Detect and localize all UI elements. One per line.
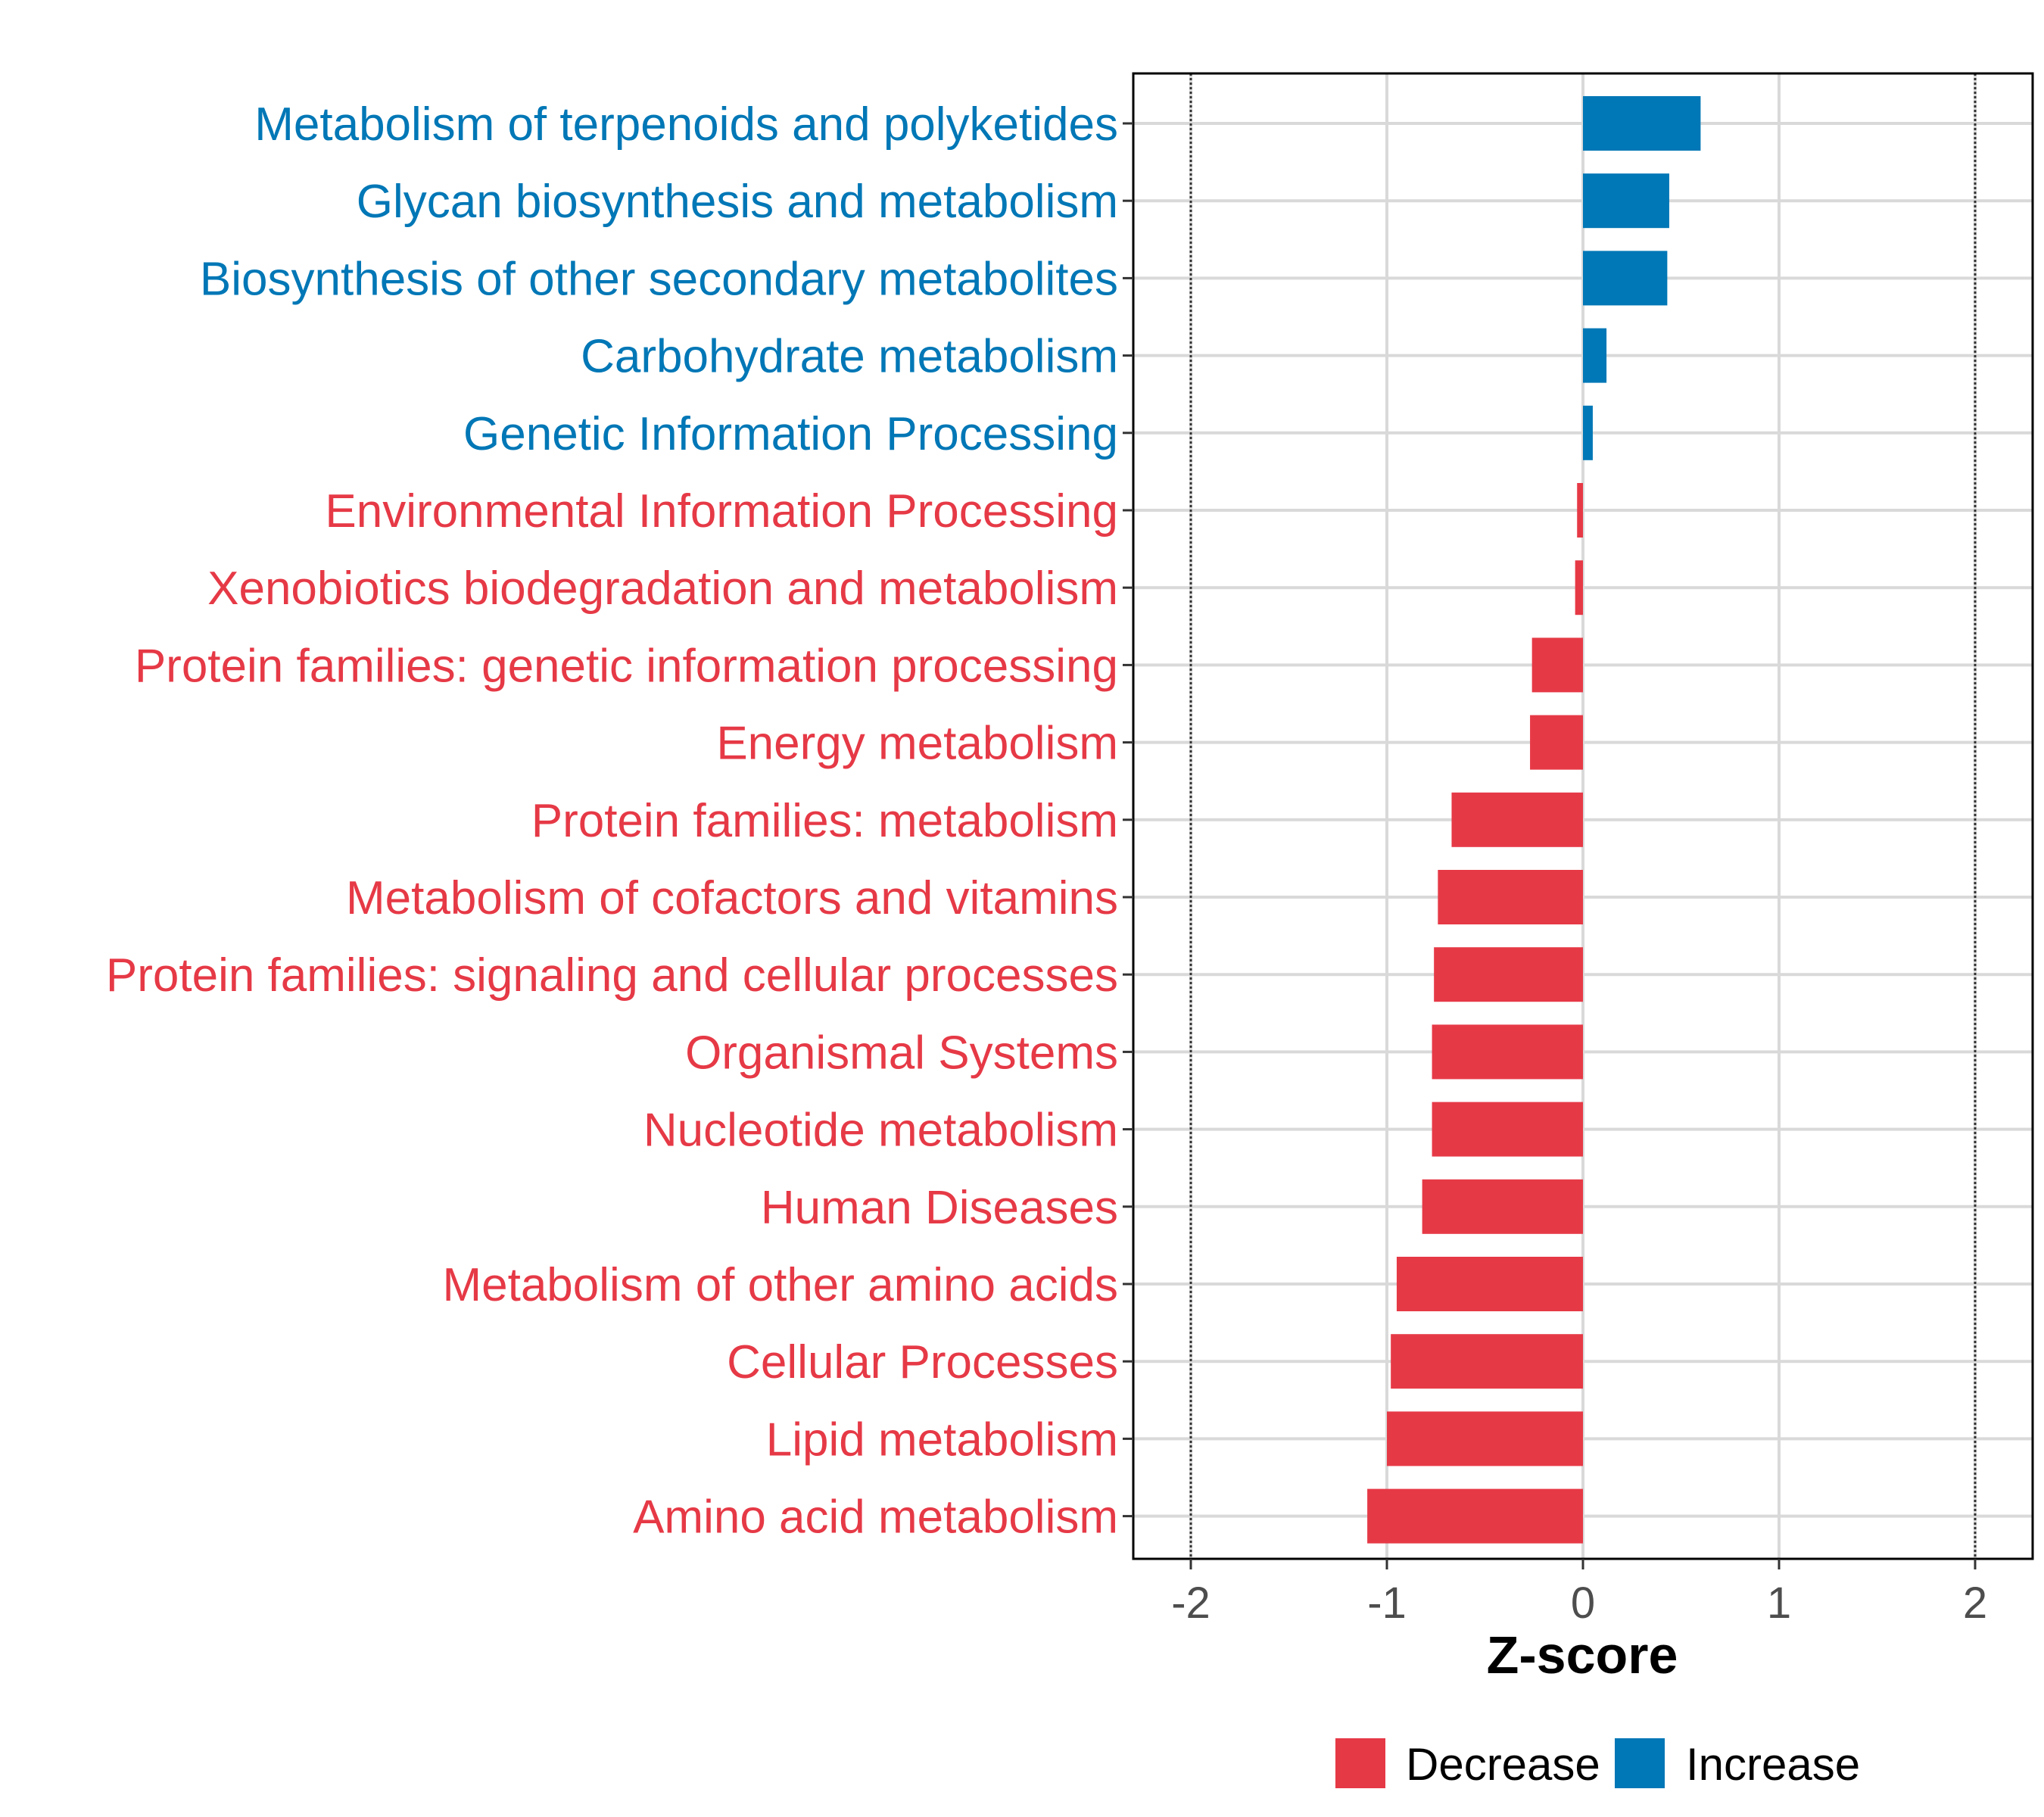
x-tick-label: 2 <box>1963 1579 1987 1628</box>
category-label: Nucleotide metabolism <box>643 1105 1118 1157</box>
x-tick-label: -2 <box>1171 1579 1211 1628</box>
category-label: Organismal Systems <box>685 1027 1118 1079</box>
legend-label-decrease: Decrease <box>1406 1739 1600 1790</box>
bar <box>1530 715 1583 770</box>
category-label: Energy metabolism <box>716 718 1118 770</box>
x-axis-tick-labels: -2 -1 0 1 2 <box>1171 1579 1987 1628</box>
x-tick-label: -1 <box>1367 1579 1407 1628</box>
bar <box>1438 870 1583 924</box>
y-axis-ticks <box>1123 122 1133 1518</box>
x-axis-title: Z-score <box>1487 1625 1678 1685</box>
bar <box>1432 1102 1583 1157</box>
category-label: Human Diseases <box>761 1182 1118 1234</box>
reference-lines <box>1189 73 1977 1559</box>
bar <box>1583 251 1668 306</box>
x-axis-ticks <box>1189 1559 1977 1569</box>
y-axis-category-labels: Metabolism of terpenoids and polyketides… <box>106 98 1118 1544</box>
category-label: Lipid metabolism <box>766 1413 1118 1466</box>
category-label: Environmental Information Processing <box>325 485 1118 538</box>
bars <box>1367 96 1701 1544</box>
bar <box>1387 1411 1583 1466</box>
legend-key-decrease <box>1335 1738 1385 1788</box>
category-label: Metabolism of other amino acids <box>442 1259 1118 1311</box>
category-label: Genetic Information Processing <box>463 408 1118 460</box>
bar <box>1575 560 1583 616</box>
category-label: Protein families: signaling and cellular… <box>106 949 1118 1002</box>
category-label: Metabolism of cofactors and vitamins <box>346 872 1118 924</box>
category-label: Glycan biosynthesis and metabolism <box>357 176 1118 228</box>
category-label: Cellular Processes <box>727 1336 1118 1388</box>
bar <box>1583 328 1607 383</box>
category-label: Metabolism of terpenoids and polyketides <box>254 98 1118 151</box>
legend: Decrease Increase <box>1335 1738 1860 1790</box>
bar <box>1434 947 1583 1002</box>
bar <box>1583 405 1593 460</box>
bar <box>1391 1334 1583 1389</box>
category-label: Protein families: metabolism <box>531 795 1118 847</box>
bar <box>1531 637 1583 693</box>
bar <box>1583 173 1669 229</box>
bar <box>1577 483 1583 538</box>
bar <box>1422 1179 1583 1234</box>
bar <box>1451 792 1583 847</box>
category-label: Amino acid metabolism <box>633 1491 1118 1544</box>
x-tick-label: 1 <box>1767 1579 1791 1628</box>
x-tick-label: 0 <box>1571 1579 1595 1628</box>
legend-label-increase: Increase <box>1686 1739 1860 1790</box>
category-label: Xenobiotics biodegradation and metabolis… <box>207 563 1118 615</box>
bar <box>1367 1488 1583 1544</box>
bar <box>1396 1257 1583 1311</box>
legend-key-increase <box>1615 1738 1665 1788</box>
category-label: Carbohydrate metabolism <box>581 331 1118 383</box>
bar <box>1583 96 1701 151</box>
category-label: Protein families: genetic information pr… <box>135 640 1118 692</box>
bar <box>1432 1024 1583 1080</box>
category-label: Biosynthesis of other secondary metaboli… <box>200 253 1118 305</box>
